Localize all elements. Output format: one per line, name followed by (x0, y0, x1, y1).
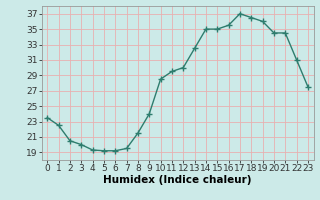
X-axis label: Humidex (Indice chaleur): Humidex (Indice chaleur) (103, 175, 252, 185)
